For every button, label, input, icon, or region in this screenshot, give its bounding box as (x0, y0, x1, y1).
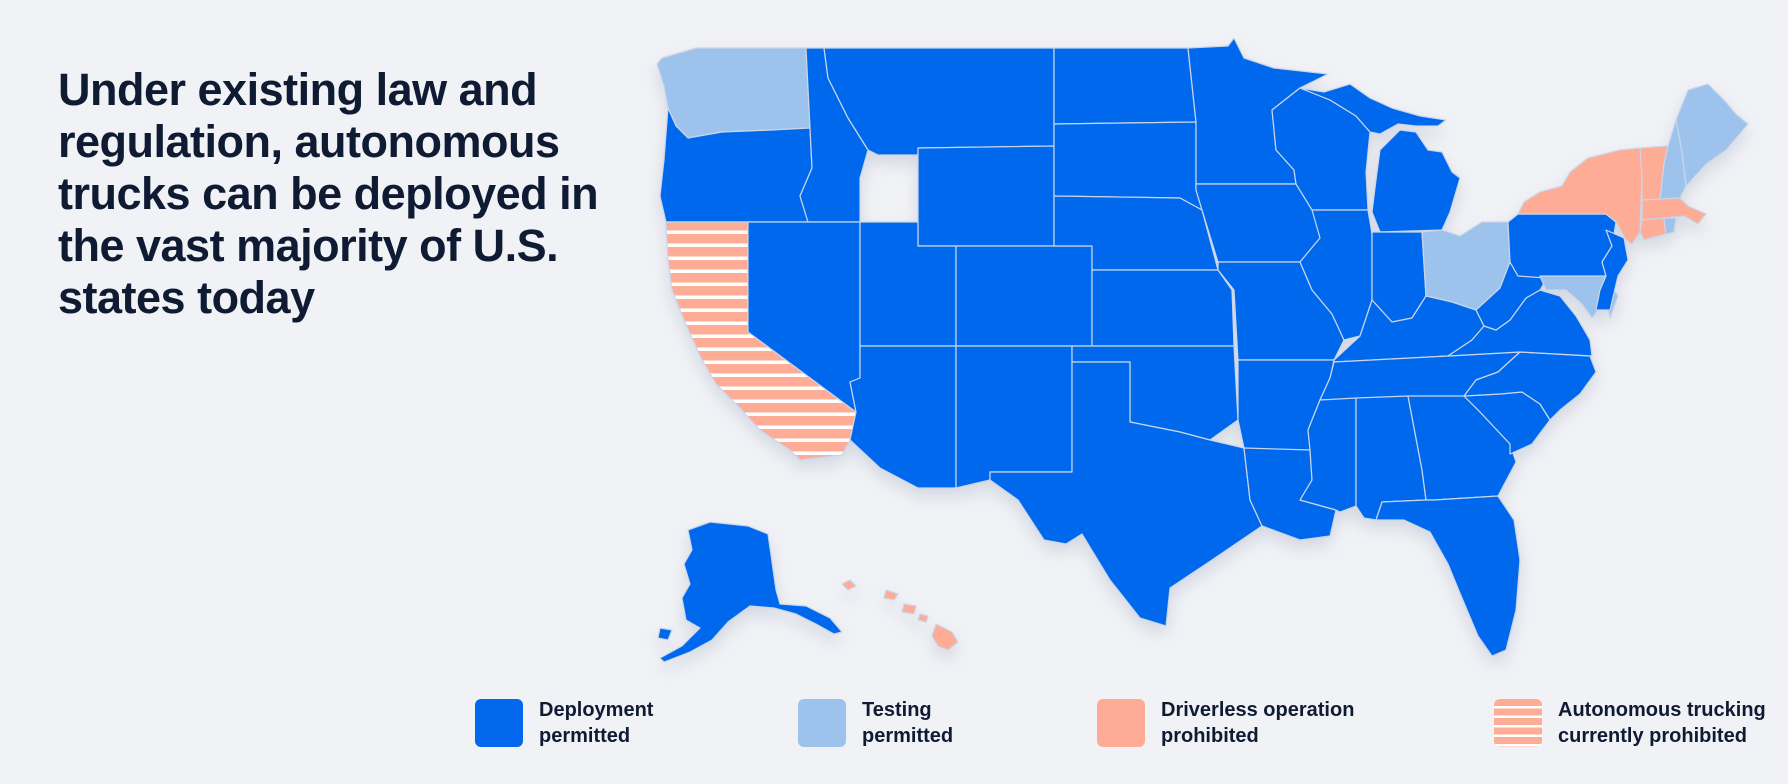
legend-item-driverless-prohibited: Driverless operation prohibited (1097, 696, 1354, 750)
headline-line: trucks can be deployed in (58, 168, 599, 219)
legend-label-line: Testing (862, 699, 932, 721)
headline-line: states today (58, 272, 315, 323)
state-north-carolina (1463, 351, 1597, 421)
state-north-dakota (1053, 47, 1197, 125)
legend-label-line: prohibited (1161, 725, 1259, 747)
legend-swatch-driverless-prohibited (1097, 699, 1145, 747)
state-alaska (659, 521, 843, 663)
legend-label-line: Deployment (539, 699, 654, 721)
state-alaska-islands (657, 627, 673, 641)
state-colorado (955, 245, 1093, 347)
state-maine (1675, 83, 1749, 187)
state-wisconsin (1271, 87, 1371, 211)
legend-label-line: Driverless operation (1161, 699, 1355, 721)
legend-label: Testing permitted (862, 697, 953, 749)
state-new-mexico (955, 345, 1073, 489)
legend-label-line: currently prohibited (1558, 725, 1747, 747)
state-new-jersey (1595, 229, 1629, 311)
state-rhode-island (1663, 217, 1677, 235)
state-florida (1375, 495, 1521, 657)
state-kansas (1091, 269, 1235, 347)
legend-item-prohibited: Autonomous trucking currently prohibited (1494, 696, 1766, 750)
state-west-virginia (1475, 261, 1547, 331)
legend-item-deployment: Deployment permitted (475, 696, 653, 750)
headline-line: the vast majority of U.S. (58, 220, 559, 271)
legend-label-line: permitted (862, 725, 954, 747)
legend-item-testing: Testing permitted (798, 696, 953, 750)
state-illinois (1299, 209, 1373, 341)
state-michigan (1371, 129, 1461, 233)
state-hawaii (931, 623, 959, 651)
legend-label: Autonomous trucking currently prohibited (1558, 697, 1766, 749)
legend-swatch-deployment (475, 699, 523, 747)
state-hawaii-islands (841, 579, 929, 623)
state-connecticut (1639, 217, 1667, 241)
state-texas (989, 361, 1263, 627)
legend-swatch-testing (798, 699, 846, 747)
legend-label-line: permitted (539, 725, 631, 747)
state-michigan-upper (1299, 83, 1447, 135)
legend-label: Driverless operation prohibited (1161, 697, 1354, 749)
state-arizona (849, 345, 957, 489)
state-iowa (1195, 183, 1321, 263)
legend-label-line: Autonomous trucking (1558, 699, 1766, 721)
headline-line: Under existing law and (58, 64, 538, 115)
legend-swatch-prohibited (1494, 699, 1542, 747)
headline-line: regulation, autonomous (58, 116, 560, 167)
state-wyoming (917, 145, 1055, 247)
state-washington (656, 47, 811, 139)
headline: Under existing law and regulation, auton… (58, 64, 638, 324)
legend-label: Deployment permitted (539, 697, 653, 749)
state-pennsylvania (1507, 213, 1617, 279)
